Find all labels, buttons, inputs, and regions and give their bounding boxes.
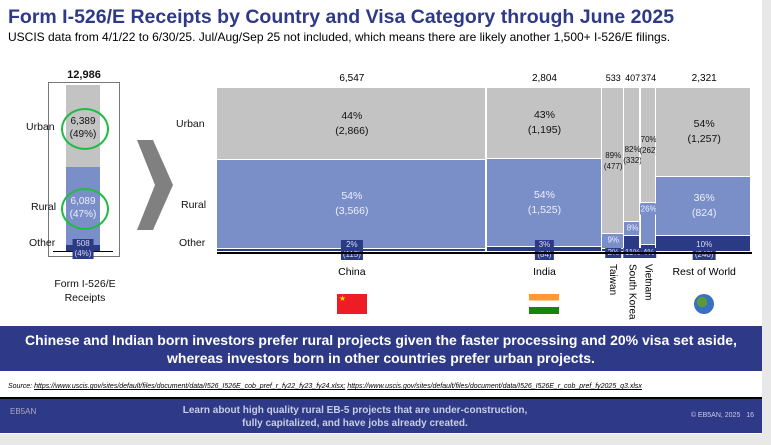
rest-of-world-rural-label: 36% (824) (691, 192, 717, 220)
mekko-baseline (217, 252, 752, 254)
total-label: 12,986 (67, 69, 101, 81)
source-label: Source: (8, 383, 33, 390)
source-line: Source: https://www.uscis.gov/sites/defa… (8, 383, 642, 390)
vietnam-urban-segment (640, 88, 655, 203)
left-xlabel: Form I-526/E Receipts (54, 278, 116, 304)
chevron-right-icon (137, 140, 173, 230)
south-korea-urban-label: 82% (332) (623, 145, 642, 166)
vietnam-rural-label: 26% (639, 203, 658, 215)
taiwan-name: Taiwan (607, 264, 619, 296)
copyright-text: © EB5AN, 2025 (690, 412, 741, 419)
india-name: India (533, 266, 556, 278)
india-urban-segment (486, 88, 601, 159)
footer-text: Learn about high quality rural EB-5 proj… (150, 404, 560, 430)
china-rural-label: 54% (3,566) (335, 190, 369, 218)
india-urban-label: 43% (1,195) (527, 109, 562, 137)
footer-line-2: fully capitalized, and have jobs already… (242, 418, 468, 429)
china-other-label: 2% (115) (340, 240, 363, 260)
china-total: 6,547 (339, 73, 365, 84)
copyright: © EB5AN, 2025 16 (691, 412, 754, 419)
left-urban-label: Urban (26, 121, 55, 133)
rest-of-world-other-label: 10% (240) (692, 240, 716, 260)
rest-of-world-total: 2,321 (691, 73, 717, 84)
mekko-chart: 6,547 44% (2,866) 54% (3,566) 2% (115) China ★ 2,… (217, 73, 752, 320)
rest-of-world-rural-segment (656, 176, 751, 236)
takeaway-line-2: whereas investors born in other countrie… (167, 350, 595, 366)
south-korea-total: 407 (625, 73, 641, 83)
india-flag-icon (529, 294, 560, 314)
highlight-circle-rural (61, 188, 109, 230)
footer-line-1: Learn about high quality rural EB-5 proj… (182, 405, 528, 416)
globe-icon (694, 294, 715, 314)
highlight-circle-urban (61, 108, 109, 150)
left-other-label: Other (29, 237, 56, 249)
taiwan-urban-segment (602, 88, 623, 234)
rest-of-world-urban-segment (656, 88, 751, 177)
india-rural-label: 54% (1,525) (527, 188, 562, 216)
takeaway-banner: Chinese and Indian born investors prefer… (0, 326, 762, 371)
source-link-1[interactable]: https://www.uscis.gov/sites/default/file… (34, 383, 346, 390)
china-urban-label: 44% (2,866) (335, 110, 369, 138)
south-korea-urban-segment (624, 88, 640, 223)
taiwan-total: 533 (605, 73, 621, 83)
other-count: 508 (76, 239, 90, 248)
rest-of-world-name: Rest of World (672, 266, 736, 278)
other-value: 508 (4%) (72, 239, 94, 259)
china-name: China (338, 266, 366, 278)
china-urban-segment (217, 88, 486, 161)
taiwan-rural-label: 9% (606, 234, 620, 246)
logo: EB5AN (10, 407, 37, 416)
page-title: Form I-526/E Receipts by Country and Vis… (8, 6, 675, 28)
india-rural-segment (486, 158, 601, 248)
source-link-2[interactable]: https://www.uscis.gov/sites/default/file… (347, 383, 642, 390)
takeaway-line-1: Chinese and Indian born investors prefer… (25, 332, 737, 348)
china-flag-icon: ★ (336, 294, 367, 314)
page-number: 16 (746, 412, 754, 419)
rest-of-world-urban-label: 54% (1,257) (687, 118, 721, 146)
south-korea-name: South Korea (626, 264, 638, 320)
row-label-other: Other (179, 237, 206, 249)
india-other-label: 3% (84) (535, 240, 554, 260)
other-pct: (4%) (74, 249, 92, 258)
subtitle: USCIS data from 4/1/22 to 6/30/25. Jul/A… (8, 30, 671, 44)
vietnam-urban-label: 70% (262) (639, 135, 659, 156)
south-korea-rural-label: 8% (625, 222, 640, 234)
taiwan-urban-label: 89% (477) (603, 150, 623, 171)
vietnam-name: Vietnam (642, 264, 654, 301)
slide: Form I-526/E Receipts by Country and Vis… (0, 0, 762, 434)
footer: EB5AN Learn about high quality rural EB-… (0, 397, 762, 433)
row-label-rural: Rural (181, 199, 207, 211)
india-total: 2,804 (531, 73, 557, 84)
left-rural-label: Rural (31, 201, 57, 213)
china-rural-segment (217, 160, 486, 249)
row-label-urban: Urban (176, 118, 205, 130)
vietnam-total: 374 (641, 73, 657, 83)
